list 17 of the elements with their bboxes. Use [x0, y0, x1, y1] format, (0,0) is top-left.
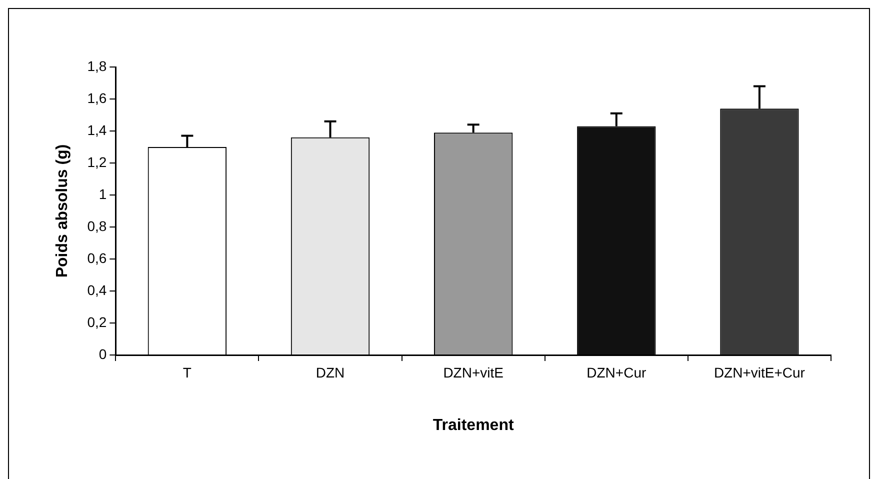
y-tick-label: 1,2: [87, 154, 107, 170]
y-tick-label: 0: [98, 346, 107, 362]
x-tick-label: DZN+vitE: [443, 364, 504, 380]
x-axis-title: Traitement: [432, 416, 514, 434]
y-tick-label: 1,4: [87, 122, 107, 138]
x-tick-label: DZN+Cur: [586, 364, 646, 380]
y-tick-label: 0,4: [87, 282, 107, 298]
x-tick-label: T: [182, 364, 192, 380]
y-tick-label: 1: [98, 186, 107, 202]
y-tick-label: 1,6: [87, 90, 107, 106]
y-axis-title: Poids absolus (g): [54, 144, 72, 278]
x-tick-label: DZN+vitE+Cur: [714, 364, 806, 380]
y-tick-label: 0,6: [87, 250, 107, 266]
y-tick-label: 1,8: [87, 58, 107, 74]
x-tick-label: DZN: [316, 364, 345, 380]
y-tick-label: 0,8: [87, 218, 107, 234]
y-tick-label: 0,2: [87, 314, 107, 330]
